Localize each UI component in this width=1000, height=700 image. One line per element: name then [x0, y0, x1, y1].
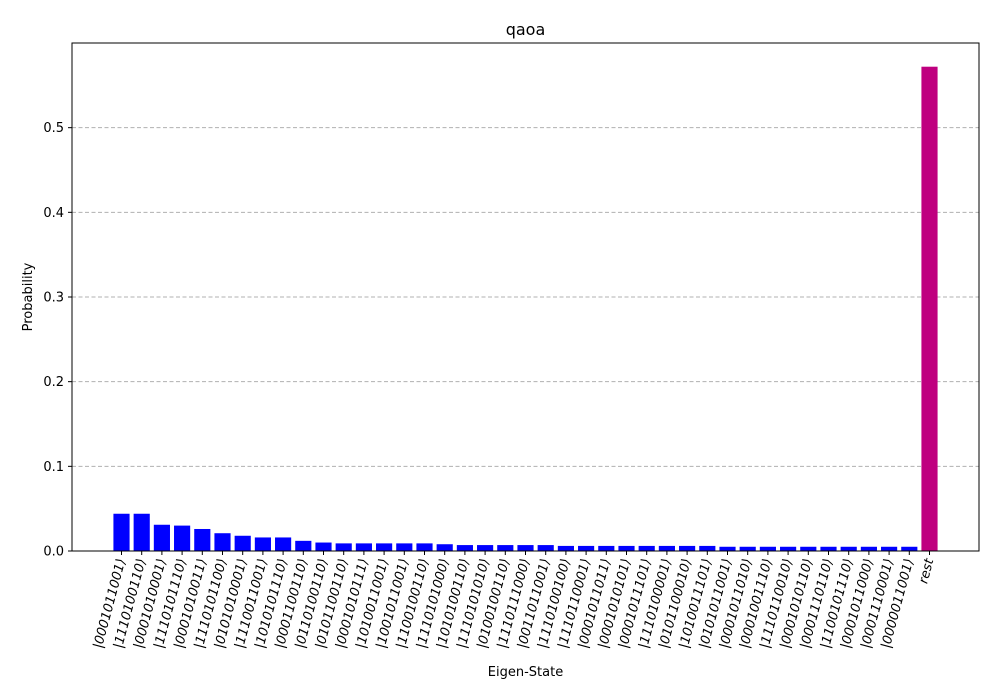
bar [557, 545, 574, 551]
y-tick-label: 0.4 [43, 206, 64, 221]
x-axis-label: Eigen-State [488, 665, 563, 680]
bar [335, 543, 352, 551]
bar [759, 546, 776, 551]
y-tick-label: 0.2 [43, 375, 64, 390]
bar-rest [921, 66, 938, 551]
bar [699, 545, 716, 551]
chart-title: qaoa [506, 20, 546, 39]
bar [355, 543, 372, 551]
bar [800, 546, 817, 551]
bar [658, 545, 675, 551]
bar [194, 528, 211, 551]
bar [133, 513, 150, 551]
bar [153, 524, 170, 551]
bar [578, 545, 595, 551]
x-tick-label: rest [916, 556, 937, 585]
bar [598, 545, 615, 551]
bar [456, 545, 473, 551]
y-tick-label: 0.5 [43, 121, 64, 136]
bar [679, 545, 696, 551]
bar [638, 545, 655, 551]
bar [315, 542, 332, 551]
bar [497, 545, 514, 551]
bar [174, 525, 191, 551]
y-tick-label: 0.0 [43, 545, 64, 560]
bar [396, 543, 413, 551]
bar [254, 537, 271, 551]
bar [214, 533, 231, 551]
bar [840, 546, 857, 551]
bar [275, 537, 292, 551]
y-axis: 0.0 0.1 0.2 0.3 0.4 0.5 [43, 121, 72, 560]
bar [618, 545, 635, 551]
bar [517, 545, 534, 551]
bar [436, 544, 453, 551]
bar [901, 546, 918, 551]
bar [537, 545, 554, 551]
bar [780, 546, 797, 551]
bar [477, 545, 494, 551]
bar [881, 546, 898, 551]
grid-lines [72, 127, 979, 467]
bar [820, 546, 837, 551]
bar [719, 546, 736, 551]
bar [416, 543, 433, 551]
bar [739, 546, 756, 551]
y-axis-label: Probability [21, 262, 36, 331]
bar [234, 535, 251, 551]
bar [376, 543, 393, 551]
bar [113, 513, 130, 551]
y-tick-label: 0.3 [43, 291, 64, 306]
bar [860, 546, 877, 551]
bars [113, 66, 938, 551]
bar [295, 540, 312, 551]
y-tick-label: 0.1 [43, 460, 64, 475]
